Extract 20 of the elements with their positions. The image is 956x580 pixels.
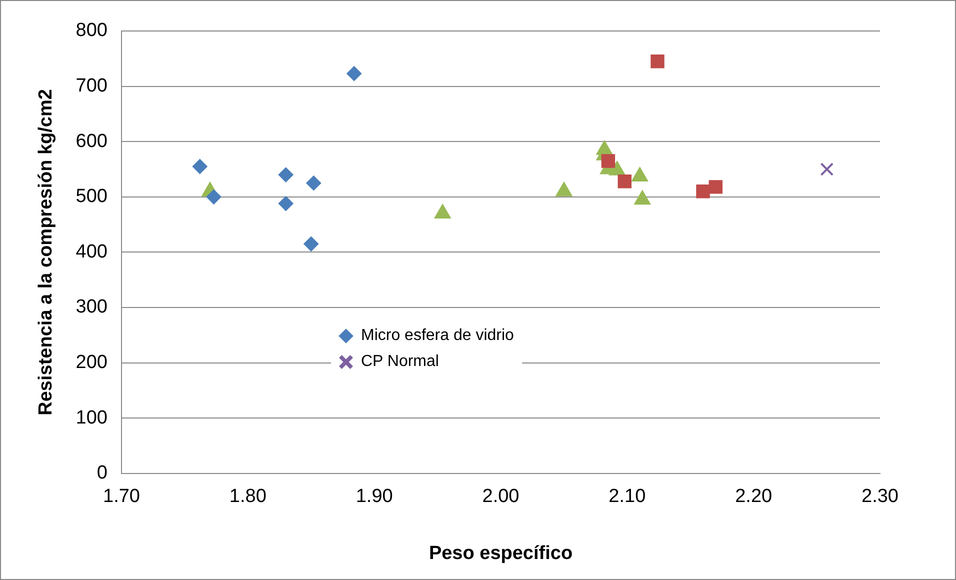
y-tick-label: 600 [76, 130, 108, 152]
x-tick-label: 1.80 [229, 486, 266, 508]
x-tick-label: 1.90 [356, 486, 393, 508]
x-tick-label: 2.00 [482, 486, 520, 508]
x-tick-label: 1.70 [103, 486, 140, 508]
x-axis-title: Peso específico [428, 542, 573, 564]
y-tick-label: 800 [76, 20, 108, 42]
y-tick-label: 0 [96, 462, 108, 484]
legend-label: Micro esfera de vidrio [361, 327, 514, 345]
y-tick-label: 400 [76, 241, 108, 262]
y-tick-label: 200 [76, 352, 108, 374]
y-tick-label: 300 [76, 296, 108, 318]
y-tick-label: 500 [76, 186, 108, 208]
x-tick-label: 2.10 [608, 486, 646, 508]
x-tick-label: 2.30 [862, 486, 898, 508]
y-tick-label: 100 [76, 407, 108, 428]
y-tick-label: 700 [76, 76, 108, 97]
x-tick-label: 2.20 [735, 486, 772, 508]
y-axis-title: Resistencia a la compresión kg/cm2 [36, 89, 57, 416]
legend-label: CP Normal [361, 353, 439, 371]
